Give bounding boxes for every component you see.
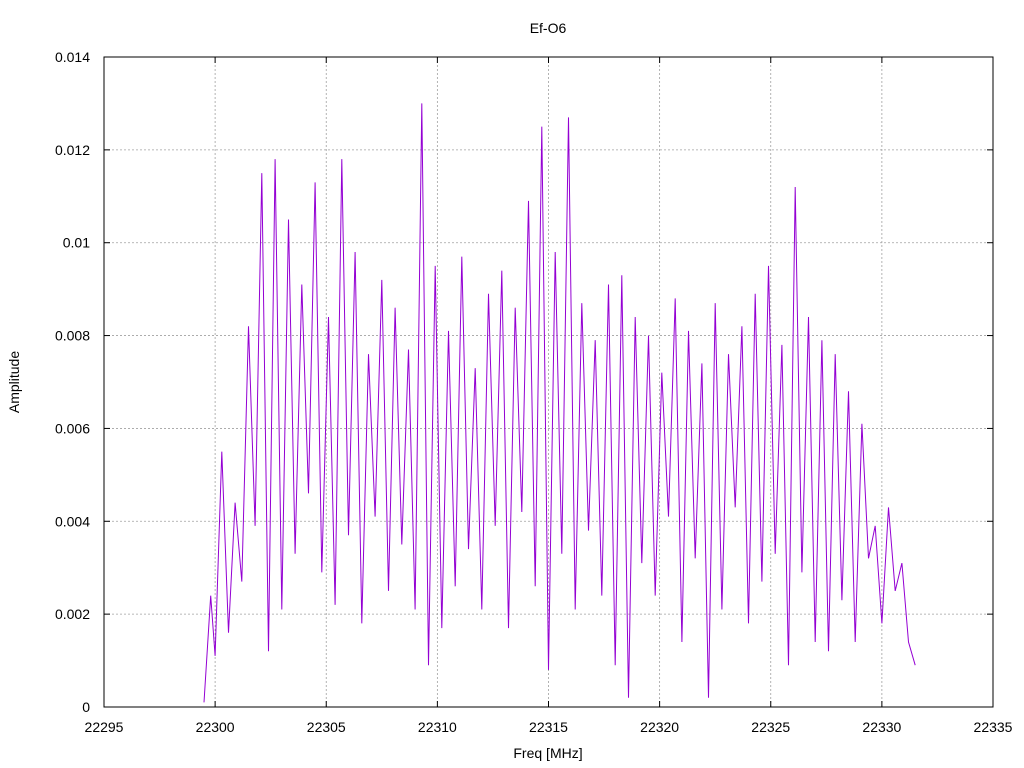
x-tick-label: 22300 bbox=[196, 719, 235, 735]
y-tick-label: 0.014 bbox=[55, 49, 90, 65]
y-tick-label: 0.01 bbox=[63, 235, 90, 251]
x-tick-label: 22295 bbox=[85, 719, 124, 735]
amplitude-series-line bbox=[203, 103, 916, 703]
y-tick-label: 0.008 bbox=[55, 328, 90, 344]
x-tick-label: 22305 bbox=[307, 719, 346, 735]
x-tick-label: 22330 bbox=[862, 719, 901, 735]
x-tick-label: 22335 bbox=[974, 719, 1013, 735]
x-tick-label: 22320 bbox=[640, 719, 679, 735]
y-tick-label: 0.002 bbox=[55, 606, 90, 622]
plot-area bbox=[203, 103, 916, 703]
axis-ticks bbox=[103, 56, 994, 708]
y-axis-label: Amplitude bbox=[6, 351, 22, 413]
y-tick-labels: 0 0.002 0.004 0.006 0.008 0.01 0.012 0.014 bbox=[55, 49, 90, 715]
x-tick-label: 22310 bbox=[418, 719, 457, 735]
y-tick-label: 0.006 bbox=[55, 420, 90, 436]
x-tick-label: 22325 bbox=[751, 719, 790, 735]
y-tick-label: 0.012 bbox=[55, 142, 90, 158]
x-tick-labels: 22295 22300 22305 22310 22315 22320 22325 22330… bbox=[85, 719, 1013, 735]
y-tick-label: 0.004 bbox=[55, 513, 90, 529]
chart-title: Ef-O6 bbox=[530, 20, 567, 36]
x-axis-label: Freq [MHz] bbox=[513, 745, 582, 761]
x-tick-label: 22315 bbox=[529, 719, 568, 735]
y-tick-label: 0 bbox=[82, 699, 90, 715]
